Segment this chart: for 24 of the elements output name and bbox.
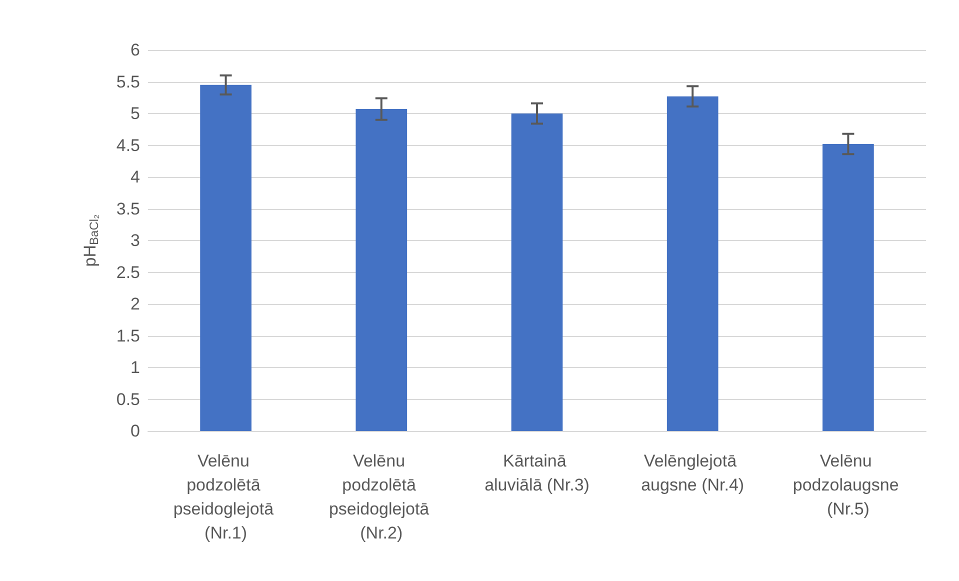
bar xyxy=(356,109,408,431)
x-tick-label: Velēnglejotā augsne (Nr.4) xyxy=(641,452,744,494)
y-tick-label: 1 xyxy=(130,358,140,377)
y-tick-label: 5.5 xyxy=(116,72,140,92)
y-axis-title: pHBaCl₂ xyxy=(80,214,101,267)
y-tick-label: 6 xyxy=(130,40,140,60)
y-tick-label: 5 xyxy=(130,104,140,123)
bar xyxy=(200,84,252,431)
bar xyxy=(822,144,874,431)
bar xyxy=(511,114,563,431)
x-tick-label: Kārtainā aluviālā (Nr.3) xyxy=(484,452,590,494)
x-tick-label: Velēnu podzolētā pseidoglejotā (Nr.1) xyxy=(173,452,278,542)
y-tick-label: 1.5 xyxy=(116,326,140,346)
y-tick-label: 2 xyxy=(130,294,140,314)
y-tick-label: 0 xyxy=(130,422,140,440)
y-tick-label: 3 xyxy=(130,231,140,250)
y-tick-label: 4.5 xyxy=(116,136,140,155)
y-tick-label: 2.5 xyxy=(116,262,140,282)
y-tick-label: 4 xyxy=(130,168,140,186)
x-tick-label: Velēnu podzolaugsne (Nr.5) xyxy=(792,452,904,518)
y-tick-label: 0.5 xyxy=(116,390,140,409)
x-tick-label: Velēnu podzolētā pseidoglejotā (Nr.2) xyxy=(328,452,434,542)
bar xyxy=(666,96,718,431)
y-tick-label: 3.5 xyxy=(116,199,140,218)
